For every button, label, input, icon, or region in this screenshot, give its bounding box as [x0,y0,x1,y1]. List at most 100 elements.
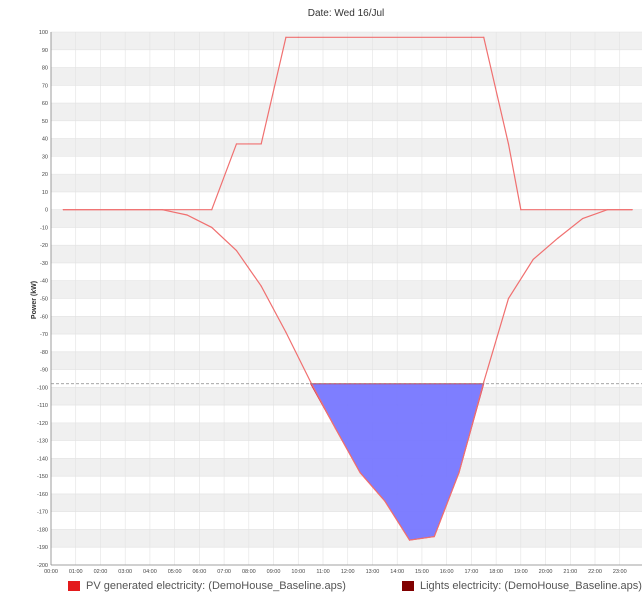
pv-point [285,36,287,38]
lights-point [557,237,559,239]
x-tick-label: 10:00 [291,569,305,575]
y-tick-label: -170 [37,510,48,516]
y-tick-label: -150 [37,474,48,480]
y-tick-label: 70 [42,83,48,89]
y-tick-label: 100 [39,30,48,36]
x-tick-label: 00:00 [44,569,58,575]
lights-point [260,285,262,287]
lights-point [334,427,336,429]
lights-point [211,226,213,229]
x-tick-label: 06:00 [192,569,206,575]
pv-point [235,143,238,145]
lights-point [507,297,510,300]
x-tick-label: 12:00 [341,569,355,575]
grid-band [51,316,642,335]
y-tick-label: 40 [42,137,48,143]
x-tick-label: 05:00 [168,569,182,575]
y-tick-label: 50 [42,119,48,125]
y-tick-label: -180 [37,527,48,533]
pv-point [470,36,472,38]
y-axis-label: Power (kW) [31,281,38,319]
x-tick-label: 14:00 [390,569,404,575]
x-tick-label: 20:00 [539,569,553,575]
lights-point [483,381,485,383]
chart-title: Date: Wed 16/Jul [308,8,385,19]
grid-band [51,458,642,477]
grid-band [51,280,642,299]
axis-layer: 1009080706050403020100-10-20-30-40-50-60… [37,30,642,575]
pv-point [211,209,213,211]
x-tick-label: 01:00 [69,569,83,575]
grid-band [51,138,642,157]
y-tick-label: 30 [42,154,48,160]
lights-point [235,249,238,252]
lights-point [458,472,460,474]
x-tick-label: 15:00 [415,569,429,575]
x-tick-label: 04:00 [143,569,157,575]
grid-band [51,529,642,548]
y-tick-label: 10 [42,190,48,196]
pv-point [520,209,522,211]
x-tick-label: 03:00 [118,569,132,575]
y-tick-label: -60 [40,314,48,320]
grid-band [51,209,642,228]
y-tick-label: 0 [45,208,48,214]
grid-band [51,174,642,192]
pv-point [297,36,299,38]
lights-point [161,209,163,211]
lights-point [631,209,633,211]
grid-band [51,245,642,263]
y-tick-label: 60 [42,101,48,107]
grid-layer [50,31,642,566]
legend-swatch-pv [68,581,80,591]
y-tick-label: -140 [37,456,48,462]
lights-point [532,258,534,261]
legend-item-pv: PV generated electricity: (DemoHouse_Bas… [68,579,346,593]
y-tick-label: 90 [42,48,48,54]
legend-label-lights: Lights electricity: (DemoHouse_Baseline.… [420,580,642,592]
lights-point [285,331,287,333]
y-tick-label: -90 [40,368,48,374]
grid-band [51,351,642,370]
y-tick-label: -50 [40,297,48,303]
y-tick-label: -10 [40,225,48,231]
x-tick-label: 19:00 [514,569,528,575]
x-tick-label: 08:00 [242,569,256,575]
x-tick-label: 21:00 [563,569,577,575]
lights-point [384,500,386,502]
y-tick-label: 20 [42,172,48,178]
grid-band [51,67,642,86]
lights-point [606,209,608,211]
pv-point [594,209,596,211]
legend-label-pv: PV generated electricity: (DemoHouse_Bas… [86,580,346,592]
x-tick-label: 11:00 [316,569,329,575]
x-tick-label: 02:00 [94,569,108,575]
series-layer [62,36,633,541]
lights-point [582,217,584,220]
lights-point [62,209,64,211]
x-tick-label: 16:00 [440,569,454,575]
y-tick-label: -120 [37,421,48,427]
lights-point [310,381,312,383]
y-tick-label: -20 [40,243,48,249]
grid-band [51,493,642,512]
legend-item-lights: Lights electricity: (DemoHouse_Baseline.… [402,579,642,593]
grid-band [51,32,642,50]
y-tick-label: 80 [42,66,48,72]
y-tick-label: -70 [40,332,48,338]
x-tick-label: 09:00 [267,569,281,575]
lights-point [186,214,188,216]
y-tick-label: -100 [37,385,48,391]
grid-band [51,103,642,121]
legend-swatch-lights [402,581,414,591]
x-tick-label: 13:00 [366,569,380,575]
y-tick-label: -80 [40,350,48,356]
y-tick-label: -200 [37,563,48,569]
lights-point [359,472,361,474]
x-tick-label: 07:00 [217,569,231,575]
x-tick-label: 17:00 [464,569,478,575]
lights-point [433,535,435,538]
pv-point [260,143,262,145]
y-tick-label: -160 [37,492,48,498]
